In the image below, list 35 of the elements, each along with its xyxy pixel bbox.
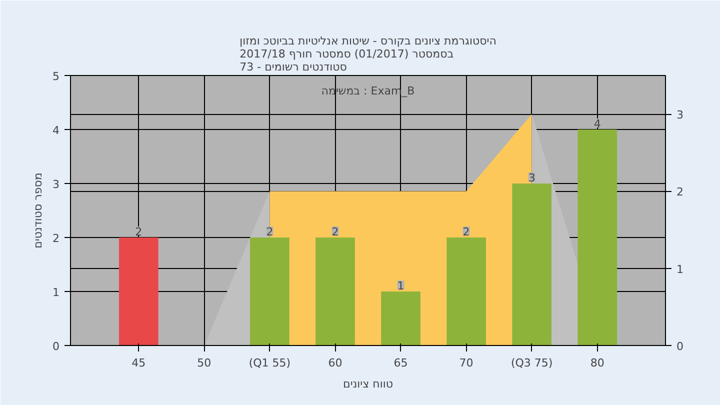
- bar: [578, 130, 618, 346]
- y-tick-label: 3: [52, 178, 60, 191]
- data-label: 4: [594, 118, 601, 130]
- y-tick-label: 4: [52, 124, 60, 137]
- y2-tick-label: 0: [676, 340, 684, 353]
- x-tick-label: 60: [328, 356, 342, 370]
- y-tick-label: 0: [52, 340, 60, 353]
- data-label: 2: [266, 226, 274, 238]
- chart-title: היסטוגרמת ציונים בקורס - שיטות אנליטיות בביוטכ ומזון בסמסטר (01/2017) סמסטר חורף 2017/18 סטודנטים רשומים - 73: [240, 34, 496, 74]
- x-axis-title: טווח ציונים: [343, 378, 393, 390]
- y2-tick-label: 3: [676, 108, 684, 122]
- x-tick-label: 45: [132, 356, 146, 370]
- bar: [446, 238, 486, 346]
- y-axis-title: מספר סטודנטים: [32, 172, 44, 248]
- x-tick-label: 50: [197, 356, 212, 370]
- y2-tick-label: 1: [676, 262, 684, 276]
- data-label: 3: [528, 172, 536, 184]
- data-label: 2: [462, 226, 470, 238]
- bar: [512, 184, 552, 346]
- y-tick-label: 2: [52, 232, 60, 245]
- x-tick-label: 65: [394, 356, 408, 370]
- bar: [316, 238, 355, 346]
- bar: [381, 292, 420, 346]
- x-tick-label: (Q3 75): [510, 356, 553, 370]
- x-tick-label: 70: [459, 356, 474, 370]
- y-tick-label: 5: [52, 70, 60, 83]
- data-label: 2: [135, 226, 142, 238]
- bar: [250, 238, 290, 346]
- bar: [118, 238, 158, 346]
- data-label: 2: [332, 226, 339, 238]
- x-tick-label: 80: [590, 356, 604, 370]
- data-label: 1: [397, 280, 404, 292]
- x-tick-label: (Q1 55): [248, 356, 291, 370]
- y2-tick-label: 2: [676, 186, 684, 199]
- y-tick-label: 1: [52, 286, 60, 299]
